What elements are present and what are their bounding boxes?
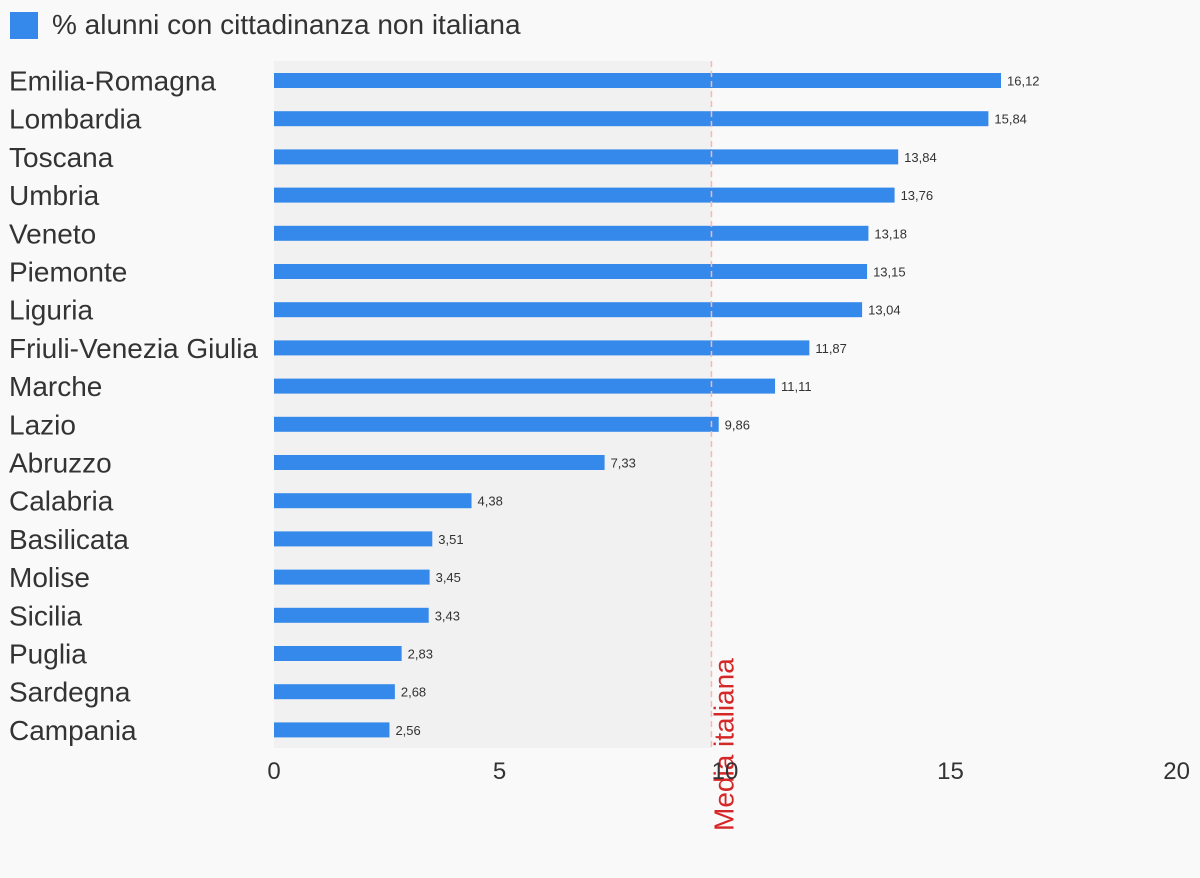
category-label: Lombardia [9, 104, 142, 135]
bar [274, 302, 863, 318]
bar [274, 340, 810, 356]
category-label: Sardegna [9, 677, 131, 708]
category-label: Toscana [9, 142, 114, 173]
value-label: 3,45 [436, 570, 461, 585]
category-label: Lazio [9, 409, 76, 440]
bars [274, 73, 1002, 738]
x-tick-label: 20 [1163, 758, 1190, 785]
bar [274, 73, 1002, 88]
below-average-band [274, 61, 712, 748]
value-label: 11,11 [781, 379, 812, 394]
category-label: Sicilia [9, 600, 83, 631]
category-label: Liguria [9, 295, 93, 326]
bar [274, 416, 719, 432]
value-label: 4,38 [478, 494, 503, 509]
value-label: 13,84 [904, 150, 937, 165]
x-tick-label: 0 [267, 758, 280, 785]
category-label: Abruzzo [9, 448, 112, 479]
bar [274, 646, 402, 661]
legend-label: % alunni con cittadinanza non italiana [52, 9, 521, 40]
value-label: 7,33 [611, 456, 636, 471]
category-label: Marche [9, 371, 102, 402]
bar [274, 607, 429, 623]
category-label: Emilia-Romagna [9, 66, 216, 97]
value-label: 2,68 [401, 685, 426, 700]
category-label: Umbria [9, 180, 100, 211]
x-tick-label: 5 [493, 758, 506, 785]
bar [274, 187, 895, 203]
bar [274, 111, 989, 127]
bar [274, 149, 899, 165]
value-label: 9,86 [725, 417, 750, 432]
category-label: Friuli-Venezia Giulia [9, 333, 258, 364]
legend: % alunni con cittadinanza non italiana [10, 9, 521, 40]
bar [274, 378, 776, 394]
value-label: 11,87 [815, 341, 847, 356]
value-label: 3,43 [435, 608, 460, 623]
value-label: 13,04 [868, 303, 901, 318]
category-label: Calabria [9, 486, 114, 517]
value-label: 16,12 [1007, 74, 1040, 89]
x-tick-label: 10 [712, 758, 739, 785]
bar [274, 455, 605, 470]
bar [274, 722, 390, 738]
bar [274, 493, 472, 509]
x-tick-label: 15 [937, 758, 964, 785]
value-label: 2,83 [408, 647, 433, 662]
x-axis-ticks: 0 5 10 15 20 [267, 758, 1190, 785]
bar [274, 531, 433, 547]
value-label: 13,76 [901, 188, 934, 203]
category-label: Molise [9, 562, 90, 593]
value-label: 2,56 [395, 723, 420, 738]
category-labels: Emilia-Romagna Lombardia Toscana Umbria Vene… [9, 66, 258, 746]
value-label: 13,18 [874, 226, 907, 241]
category-label: Veneto [9, 218, 96, 249]
reference-line-label: Media italiana [708, 658, 739, 831]
bar [274, 684, 395, 700]
bar [274, 225, 869, 241]
legend-swatch [10, 11, 38, 39]
bar [274, 264, 868, 279]
value-label: 15,84 [994, 112, 1027, 127]
value-label: 13,15 [873, 265, 906, 280]
category-label: Basilicata [9, 524, 129, 555]
value-label: 3,51 [438, 532, 463, 547]
category-label: Puglia [9, 639, 87, 670]
category-label: Piemonte [9, 257, 127, 288]
value-labels: 16,12 15,84 13,84 13,76 13,18 13,15 13,04 11,87… [395, 74, 1039, 738]
category-label: Campania [9, 715, 137, 746]
bar [274, 569, 430, 585]
